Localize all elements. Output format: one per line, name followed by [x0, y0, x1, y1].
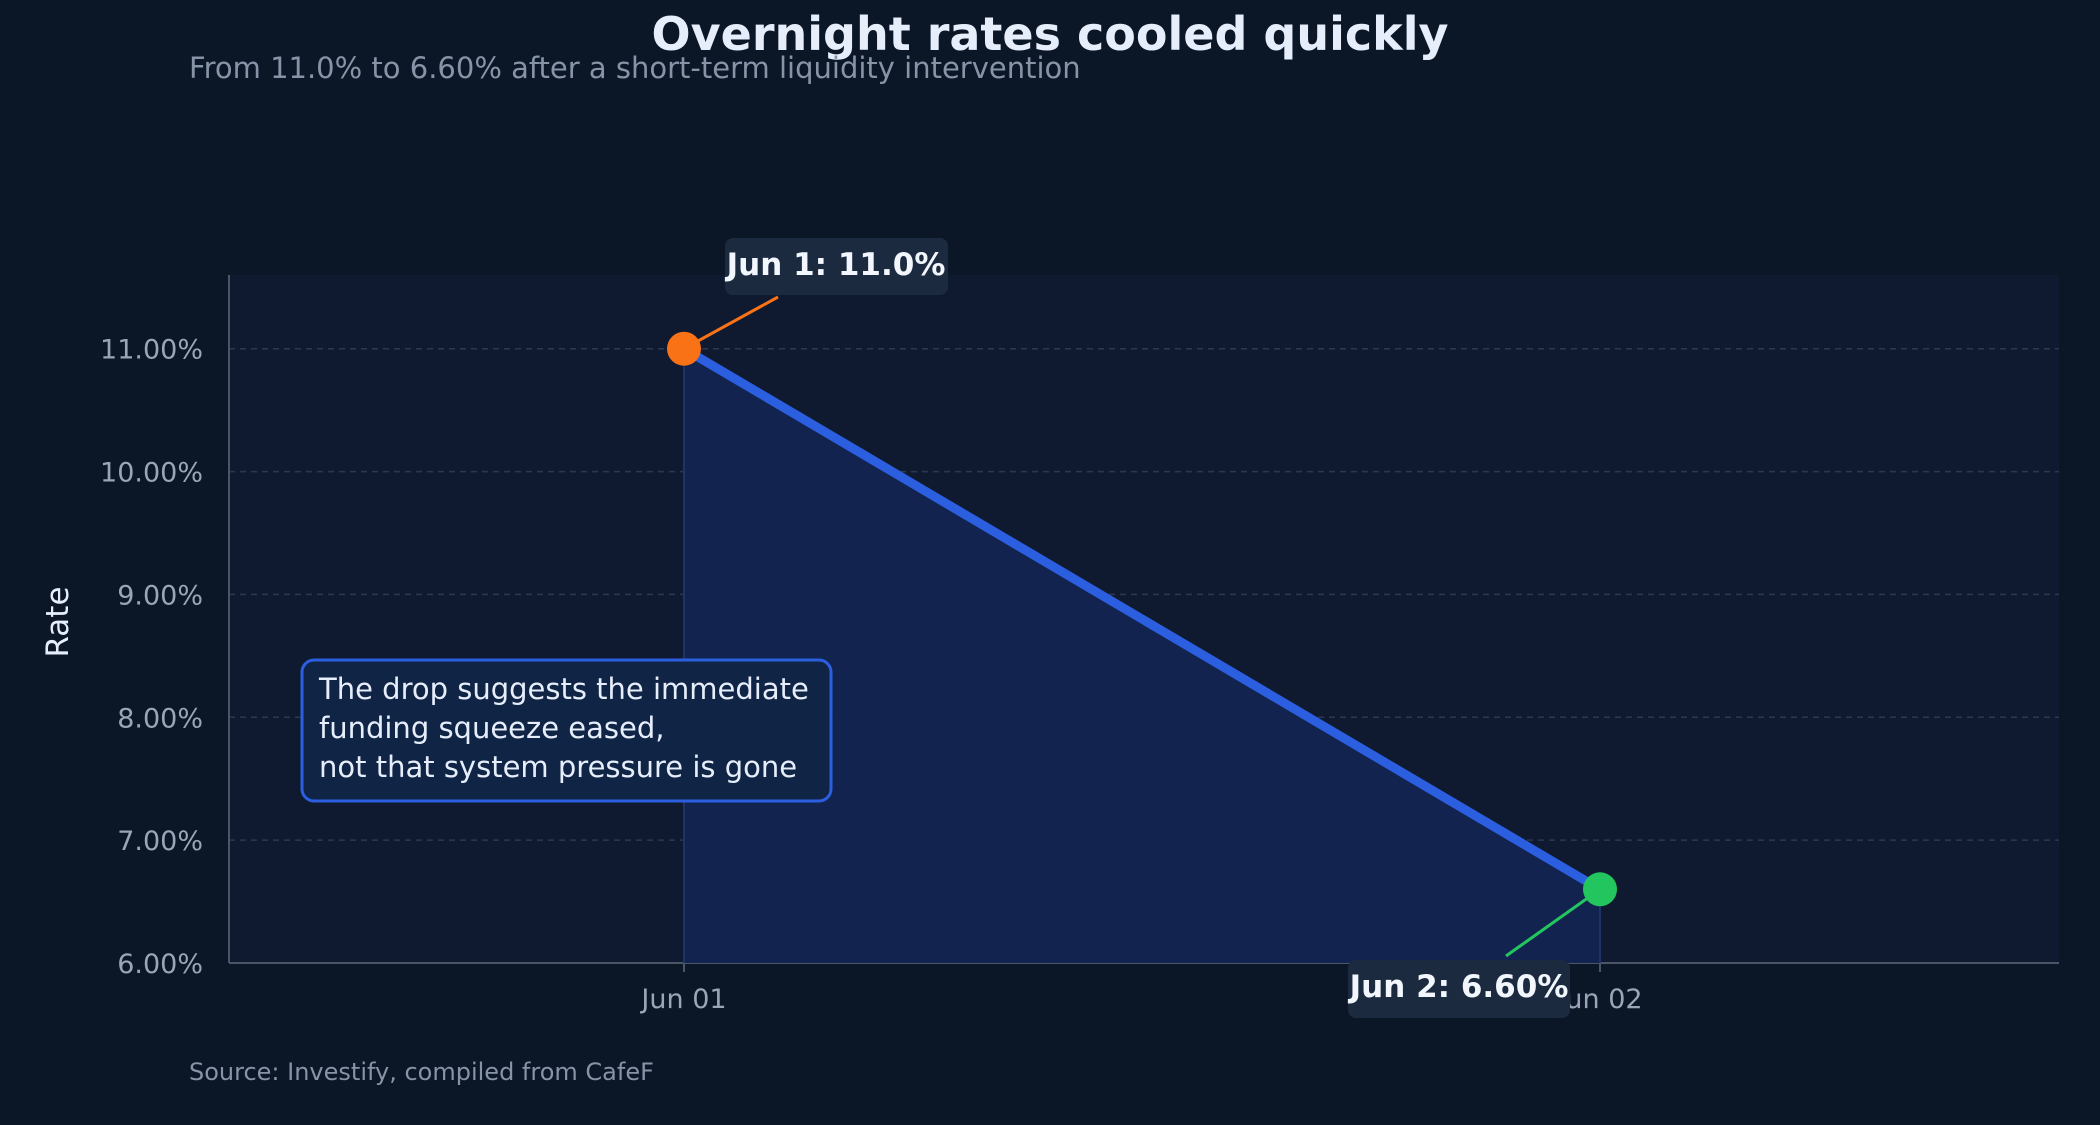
end-callout: Jun 2: 6.60% — [1348, 888, 1601, 1018]
chart-title: Overnight rates cooled quickly — [652, 7, 1449, 61]
y-tick-label: 9.00% — [117, 580, 203, 611]
line-layer — [679, 344, 1605, 894]
note-line-3: not that system pressure is gone — [319, 750, 797, 784]
area-fill — [684, 348, 1600, 963]
start-callout-leader — [683, 295, 779, 351]
y-tick-label: 7.00% — [117, 826, 203, 857]
chart-subtitle: From 11.0% to 6.60% after a short-term l… — [189, 51, 1081, 85]
end-callout-box — [1348, 960, 1570, 1018]
note-box: The drop suggests the immediate funding … — [300, 658, 833, 803]
y-axis-label: Rate — [40, 586, 76, 657]
y-tick-label: 6.00% — [117, 949, 203, 980]
y-tick-label: 11.00% — [100, 335, 203, 366]
source-note: Source: Investify, compiled from CafeF — [189, 1058, 654, 1086]
y-tick-labels: 6.00% 7.00% 8.00% 9.00% 10.00% 11.00% — [100, 335, 203, 980]
note-line-2: funding squeeze eased, — [319, 711, 665, 745]
area-layer — [683, 348, 1601, 963]
series-line — [679, 344, 1605, 894]
end-callout-label: Jun 2: 6.60% — [1348, 969, 1569, 1005]
note-box-frame — [300, 658, 833, 803]
end-callout-leader — [1505, 888, 1601, 958]
note-line-1: The drop suggests the immediate — [318, 672, 809, 706]
y-tick-label: 8.00% — [117, 703, 203, 734]
start-callout-box — [725, 238, 948, 295]
start-callout-label: Jun 1: 11.0% — [725, 247, 946, 283]
x-tick-label: Jun 01 — [639, 984, 726, 1015]
y-tick-label: 10.00% — [100, 458, 203, 489]
start-callout: Jun 1: 11.0% — [683, 238, 948, 351]
